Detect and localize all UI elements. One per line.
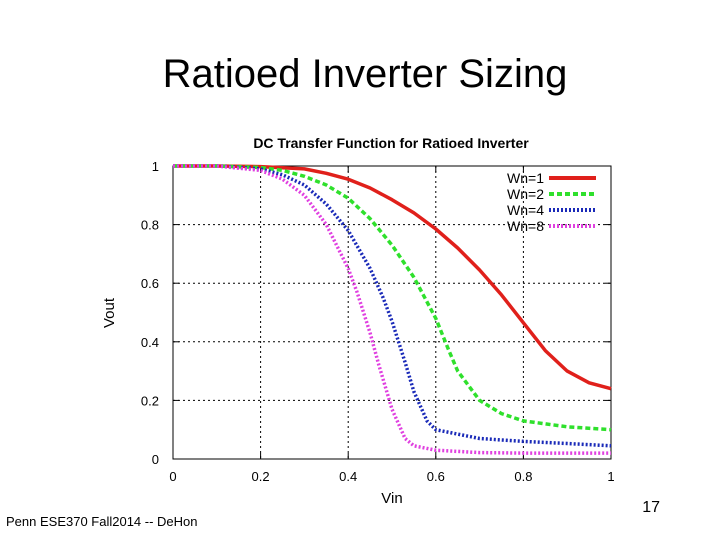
- x-tick-label: 0.2: [252, 469, 270, 484]
- y-tick-label: 0.8: [141, 218, 159, 233]
- plot-frame: [172, 165, 612, 460]
- slide-title: Ratioed Inverter Sizing: [162, 52, 568, 96]
- legend-label: Wn=1: [507, 170, 544, 186]
- legend-label: Wn=4: [507, 202, 544, 218]
- y-tick-label: 0.2: [141, 393, 159, 408]
- y-tick-label: 0.6: [141, 276, 159, 291]
- series-line-wn-2: [173, 164, 612, 432]
- x-tick-label: 0.4: [339, 469, 357, 484]
- y-tick-label: 1: [152, 159, 159, 174]
- series-line-wn-8: [173, 164, 611, 455]
- axis-ticks: [172, 165, 612, 460]
- x-tick-label: 0: [169, 469, 176, 484]
- y-tick-label: 0.4: [141, 335, 159, 350]
- series-group: [173, 164, 612, 455]
- x-tick-label: 0.8: [514, 469, 532, 484]
- legend: Wn=1Wn=2Wn=4Wn=8: [507, 170, 596, 234]
- page-number: 17: [642, 499, 660, 516]
- tick-labels: 0 0.2 0.4 0.6 0.8 1 0 0.2 0.4 0.6 0.8 1: [141, 159, 615, 484]
- legend-label: Wn=2: [507, 186, 544, 202]
- series-line-wn-4: [173, 164, 612, 448]
- y-axis-label: Vout: [101, 297, 118, 328]
- chart-title: DC Transfer Function for Ratioed Inverte…: [253, 135, 529, 151]
- series-line-wn-1: [173, 164, 612, 391]
- grid: [173, 166, 611, 459]
- y-tick-label: 0: [152, 452, 159, 467]
- x-tick-label: 1: [607, 469, 614, 484]
- x-axis-label: Vin: [381, 490, 402, 507]
- x-tick-label: 0.6: [427, 469, 445, 484]
- legend-label: Wn=8: [507, 218, 544, 234]
- footer: Penn ESE370 Fall2014 -- DeHon: [6, 514, 198, 529]
